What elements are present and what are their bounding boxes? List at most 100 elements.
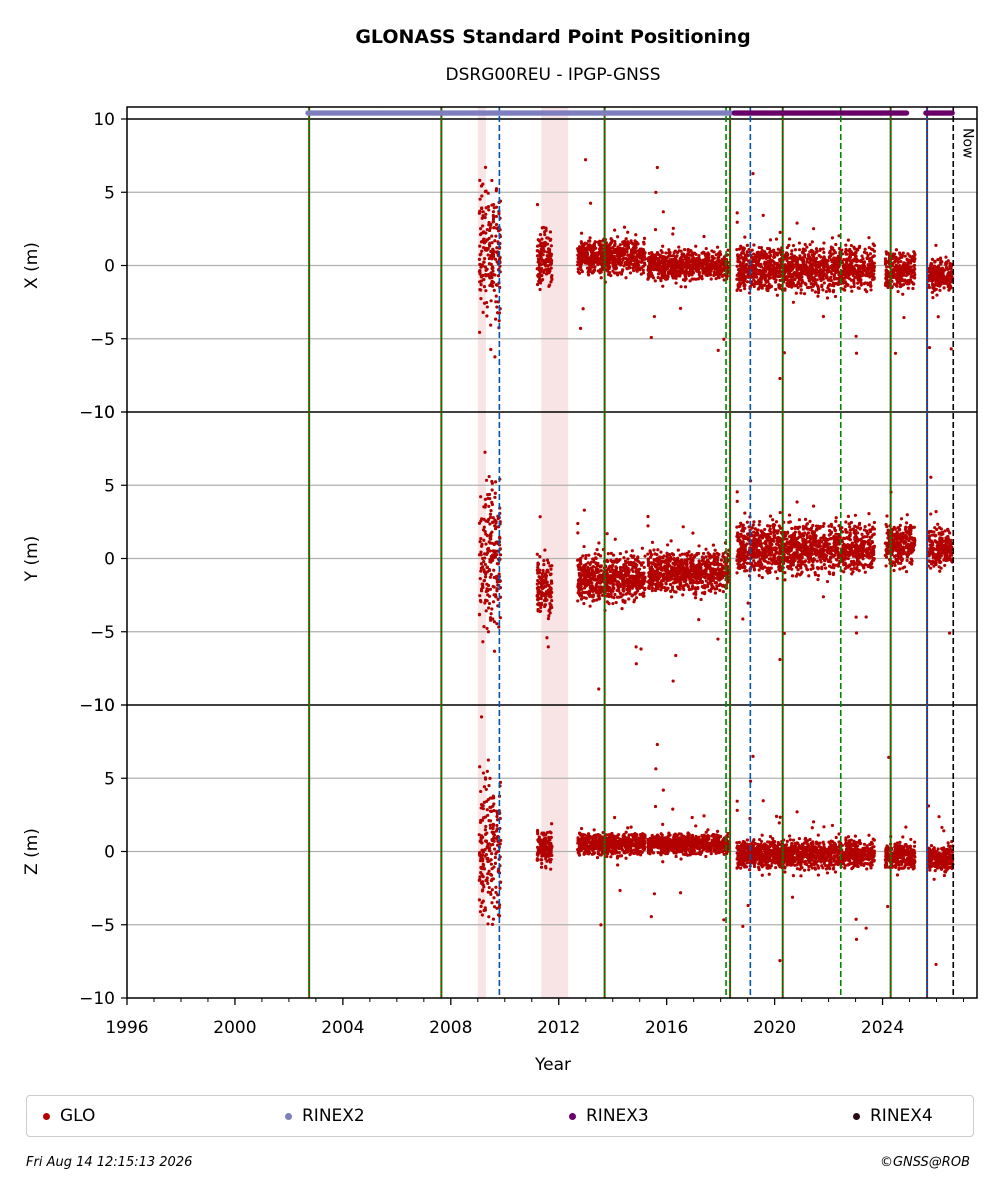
glo-point: [549, 280, 553, 284]
glo-point: [587, 591, 592, 595]
glo-point: [481, 640, 485, 644]
glo-point: [488, 587, 493, 591]
glo-point: [623, 248, 627, 252]
glo-point: [479, 550, 483, 554]
glo-point: [484, 542, 488, 546]
glo-point: [486, 758, 490, 762]
glo-point: [591, 270, 596, 274]
glo-point: [480, 194, 484, 198]
glo-point: [617, 250, 621, 255]
glo-point: [495, 549, 500, 553]
glo-point: [492, 620, 496, 624]
glo-point: [646, 277, 650, 281]
glo-point: [536, 249, 540, 253]
glo-point: [599, 270, 603, 274]
glo-point: [587, 553, 591, 557]
glo-point: [481, 310, 485, 314]
glo-point: [671, 268, 675, 273]
glo-point: [487, 848, 492, 853]
glo-point: [585, 254, 589, 258]
glo-point: [656, 275, 660, 280]
glo-point: [588, 268, 592, 272]
glo-point: [536, 257, 541, 261]
glo-point: [480, 901, 484, 905]
glo-point: [682, 248, 687, 252]
glo-point: [488, 549, 492, 553]
glo-point: [538, 571, 542, 575]
glo-point: [549, 252, 553, 256]
glo-point: [588, 239, 592, 243]
glo-point: [546, 561, 551, 565]
glo-point: [714, 266, 719, 270]
glo-point: [652, 261, 656, 265]
glo-point: [584, 556, 588, 560]
glo-point: [546, 236, 550, 240]
glo-point: [599, 585, 603, 590]
glo-point: [708, 263, 713, 267]
glo-point: [486, 890, 490, 894]
glo-point: [634, 579, 638, 583]
glo-point: [684, 583, 688, 587]
glo-point: [677, 245, 681, 249]
glo-point: [694, 244, 698, 248]
glo-point: [482, 517, 486, 521]
glo-point: [703, 261, 707, 265]
glo-point: [659, 279, 663, 283]
glo-point: [595, 548, 599, 552]
glo-point: [478, 244, 482, 248]
glo-point: [587, 850, 591, 854]
glo-point: [663, 576, 667, 580]
glo-point: [683, 274, 688, 279]
glo-point: [586, 568, 591, 572]
glo-point: [610, 839, 614, 843]
glo-point: [607, 264, 611, 268]
glo-point: [614, 565, 618, 569]
glo-point: [479, 802, 484, 807]
glo-point: [491, 824, 495, 828]
glo-point: [715, 272, 719, 276]
glo-point: [595, 840, 599, 844]
glo-point: [650, 258, 655, 262]
glo-point: [547, 583, 551, 588]
glo-point: [633, 838, 637, 843]
glo-point: [643, 554, 647, 558]
glo-point: [640, 260, 644, 264]
glo-point: [485, 267, 489, 271]
glo-point: [698, 562, 703, 567]
glo-point: [621, 240, 625, 244]
glo-point: [579, 241, 584, 246]
glo-point: [547, 852, 551, 857]
glo-point: [486, 881, 490, 886]
glo-point: [709, 579, 714, 583]
glo-point: [656, 572, 660, 576]
glo-point: [661, 210, 665, 214]
glo-point: [478, 270, 482, 274]
glo-point: [697, 617, 701, 622]
glo-point: [598, 554, 603, 558]
glo-point: [704, 854, 708, 859]
glo-point: [624, 237, 628, 241]
glo-point: [713, 591, 718, 595]
glo-point: [489, 892, 493, 896]
glo-point: [488, 826, 493, 830]
glo-point: [543, 836, 548, 840]
glo-point: [610, 831, 614, 836]
glo-point: [576, 270, 580, 274]
glo-point: [579, 847, 584, 851]
glo-point: [710, 573, 714, 577]
glo-point: [479, 274, 483, 279]
glo-point: [491, 584, 495, 589]
glo-point: [490, 488, 494, 492]
glo-point: [718, 588, 722, 592]
glo-point: [629, 248, 634, 252]
glo-point: [704, 265, 709, 269]
glo-point: [636, 555, 640, 559]
glo-point: [479, 881, 484, 885]
glo-point: [695, 552, 699, 556]
glo-point: [480, 216, 484, 220]
shaded-period: [541, 107, 569, 998]
glo-point: [626, 557, 630, 561]
glo-point: [479, 536, 483, 541]
glo-point: [588, 248, 592, 252]
glo-point: [598, 268, 602, 272]
